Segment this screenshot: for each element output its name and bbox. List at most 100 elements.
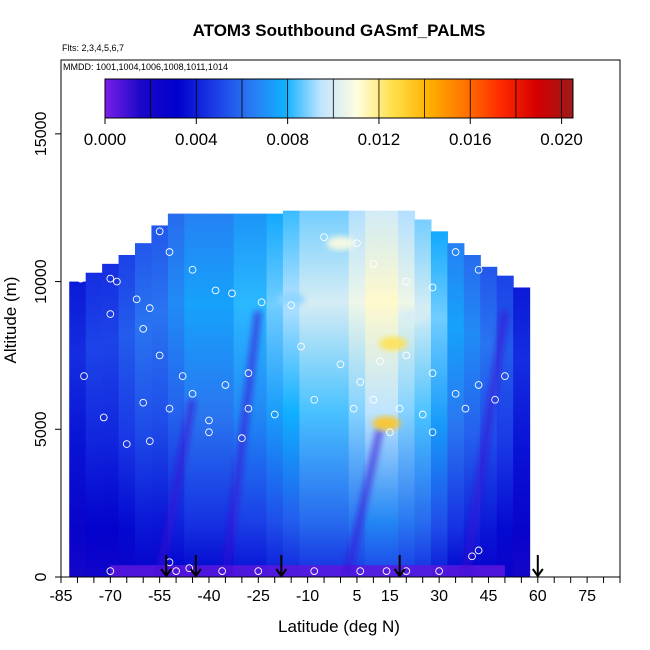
sample-point [238, 434, 246, 442]
heatmap-hotspot [326, 236, 355, 251]
sample-point [99, 413, 108, 422]
x-axis-label: Latitude (deg N) [278, 617, 400, 636]
sample-point [254, 567, 263, 575]
mmdd-label: MMDD: 1001,1004,1006,1008,1011,1014 [63, 62, 228, 72]
sample-point [395, 404, 404, 413]
sample-point [402, 351, 411, 360]
sample-point [80, 372, 88, 380]
flight-arrow-head [190, 568, 202, 578]
heatmap-hotspot [372, 416, 401, 431]
x-tick-label: 30 [430, 588, 448, 605]
x-tick-label: -40 [197, 588, 220, 605]
heatmap-cell [299, 210, 317, 577]
heatmap-cell [398, 210, 416, 577]
x-tick-label: 45 [480, 588, 498, 605]
sample-point [310, 567, 319, 575]
sample-point [356, 567, 365, 575]
sample-point [474, 546, 483, 555]
x-tick-label: 15 [381, 588, 399, 605]
sample-point [349, 404, 358, 413]
y-tick-label: 0 [33, 572, 50, 581]
colorbar-tick-label: 0.016 [449, 130, 492, 149]
sample-point [106, 567, 115, 575]
sample-point [188, 265, 197, 274]
sample-point [172, 567, 180, 575]
heatmap-cell [266, 213, 284, 577]
sample-point [106, 274, 115, 283]
sample-point [155, 351, 164, 360]
sample-point [205, 416, 213, 425]
heatmap-hotspot [398, 310, 427, 325]
flight-arrow-head [531, 568, 544, 578]
sample-point [451, 248, 460, 256]
heatmap-cell [282, 210, 300, 577]
sample-point [418, 410, 427, 419]
sample-point [145, 437, 154, 445]
sample-point [428, 369, 437, 378]
sample-point [185, 564, 194, 572]
flight-arrow-head [275, 568, 288, 578]
sample-point [428, 283, 437, 292]
heatmap-cell [513, 287, 531, 577]
x-tick-label: -10 [296, 588, 319, 605]
sample-point [468, 552, 476, 561]
sample-point [139, 398, 148, 407]
sample-point [353, 239, 361, 248]
heatmap-cell [430, 231, 448, 577]
colorbar-tick-label: 0.008 [266, 130, 309, 149]
heatmap-field [69, 210, 531, 577]
low-value-streak [343, 428, 384, 577]
sample-point [244, 404, 253, 413]
colorbar-tick-label: 0.020 [540, 130, 583, 149]
sample-point [320, 233, 328, 242]
sample-point [106, 310, 115, 318]
sample-point [474, 265, 483, 274]
x-tick-label: -70 [99, 588, 122, 605]
heatmap-cell [85, 272, 103, 577]
heatmap-cell [102, 263, 120, 577]
sample-point [382, 567, 391, 575]
x-tick-label: -25 [247, 588, 270, 605]
y-tick-label: 5000 [33, 411, 50, 447]
sample-point [501, 372, 509, 380]
sample-point [369, 259, 378, 268]
x-tick-label: -85 [49, 588, 72, 605]
heatmap-cell [365, 210, 383, 577]
heatmap-cell [447, 243, 465, 577]
sample-point [122, 440, 131, 448]
sample-point [155, 227, 164, 236]
surface-band [110, 565, 505, 577]
chart-title: ATOM3 Southbound GASmf_PALMS [193, 21, 486, 40]
sample-point [228, 289, 236, 298]
y-axis: 0 5000 10000 15000 [33, 112, 61, 581]
low-value-streak [461, 310, 509, 577]
flight-arrow-head [160, 568, 173, 578]
sample-point [491, 395, 499, 404]
x-tick-label: -55 [148, 588, 171, 605]
flights-label: Flts: 2,3,4,5,6,7 [62, 43, 124, 53]
sample-point [244, 369, 253, 378]
heatmap-cell [381, 210, 399, 577]
sample-point [287, 301, 296, 310]
heatmap-hotspot [277, 292, 306, 307]
y-tick-label: 10000 [33, 259, 50, 304]
heatmap-cell [118, 254, 136, 577]
heatmap-cell [250, 213, 268, 577]
sample-points [76, 227, 509, 575]
sample-point [356, 378, 365, 386]
colorbar-tick-label: 0.000 [84, 130, 127, 149]
sample-point [218, 567, 226, 575]
sample-point [139, 324, 148, 333]
flight-arrow-head [393, 568, 406, 578]
y-axis-label: Altitude (m) [1, 277, 20, 364]
x-tick-label: 5 [352, 588, 361, 605]
sample-point [221, 381, 230, 389]
sample-point [188, 389, 197, 398]
sample-point [270, 410, 279, 419]
heatmap-cell [134, 243, 153, 577]
heatmap-cell [184, 213, 202, 577]
heatmap-cell [414, 219, 432, 577]
heatmap-cell [200, 213, 218, 577]
sample-point [113, 277, 121, 286]
